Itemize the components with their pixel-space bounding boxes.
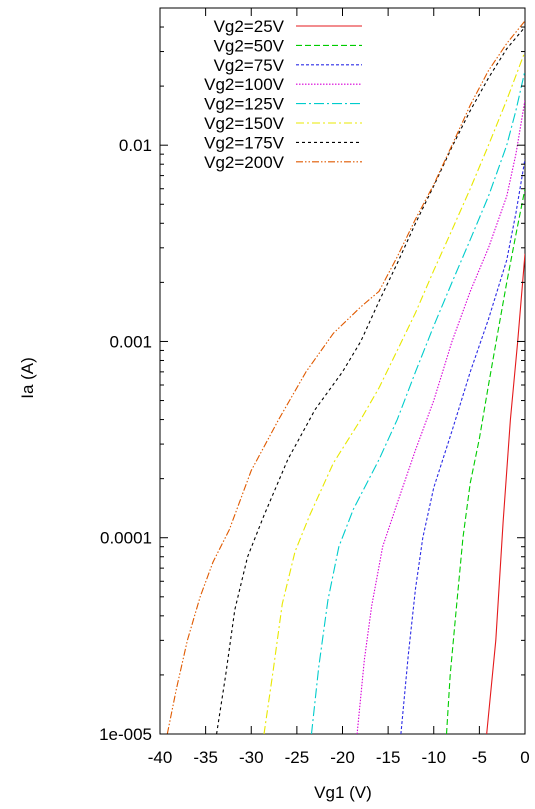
legend-label: Vg2=150V <box>204 114 285 133</box>
series-line-8 <box>166 20 525 734</box>
legend-label: Vg2=75V <box>214 56 285 75</box>
x-tick-label: -35 <box>193 748 218 767</box>
series-line-1 <box>486 253 525 734</box>
y-tick-label: 0.01 <box>119 136 152 155</box>
x-tick-label: -10 <box>421 748 446 767</box>
series-line-2 <box>445 188 525 734</box>
x-axis-label: Vg1 (V) <box>314 783 372 802</box>
series-layer <box>166 20 525 734</box>
legend-label: Vg2=100V <box>204 75 285 94</box>
legend-label: Vg2=175V <box>204 133 285 152</box>
series-line-6 <box>263 51 525 734</box>
x-tick-label: -5 <box>472 748 487 767</box>
legend-label: Vg2=200V <box>204 153 285 172</box>
axis-ticks: -40 -35 -30 -25 -20 -15 -10 -5 0 1e-005 0.0001 0.00… <box>99 8 530 767</box>
x-tick-label: -20 <box>330 748 355 767</box>
y-axis-label: Ia (A) <box>18 357 37 399</box>
y-tick-label: 0.0001 <box>100 529 152 548</box>
x-tick-label: -30 <box>239 748 264 767</box>
series-line-3 <box>400 158 525 734</box>
x-tick-label: -15 <box>376 748 401 767</box>
x-tick-label: -40 <box>148 748 173 767</box>
legend-label: Vg2=125V <box>204 95 285 114</box>
legend-label: Vg2=50V <box>214 36 285 55</box>
legend-label: Vg2=25V <box>214 17 285 36</box>
series-line-5 <box>310 70 525 734</box>
y-tick-label: 0.001 <box>109 332 152 351</box>
series-line-7 <box>216 26 525 734</box>
series-line-4 <box>356 99 525 734</box>
x-tick-label: 0 <box>520 748 529 767</box>
y-tick-label: 1e-005 <box>99 725 152 744</box>
x-tick-label: -25 <box>285 748 310 767</box>
legend: Vg2=25VVg2=50VVg2=75VVg2=100VVg2=125VVg2… <box>204 17 362 172</box>
